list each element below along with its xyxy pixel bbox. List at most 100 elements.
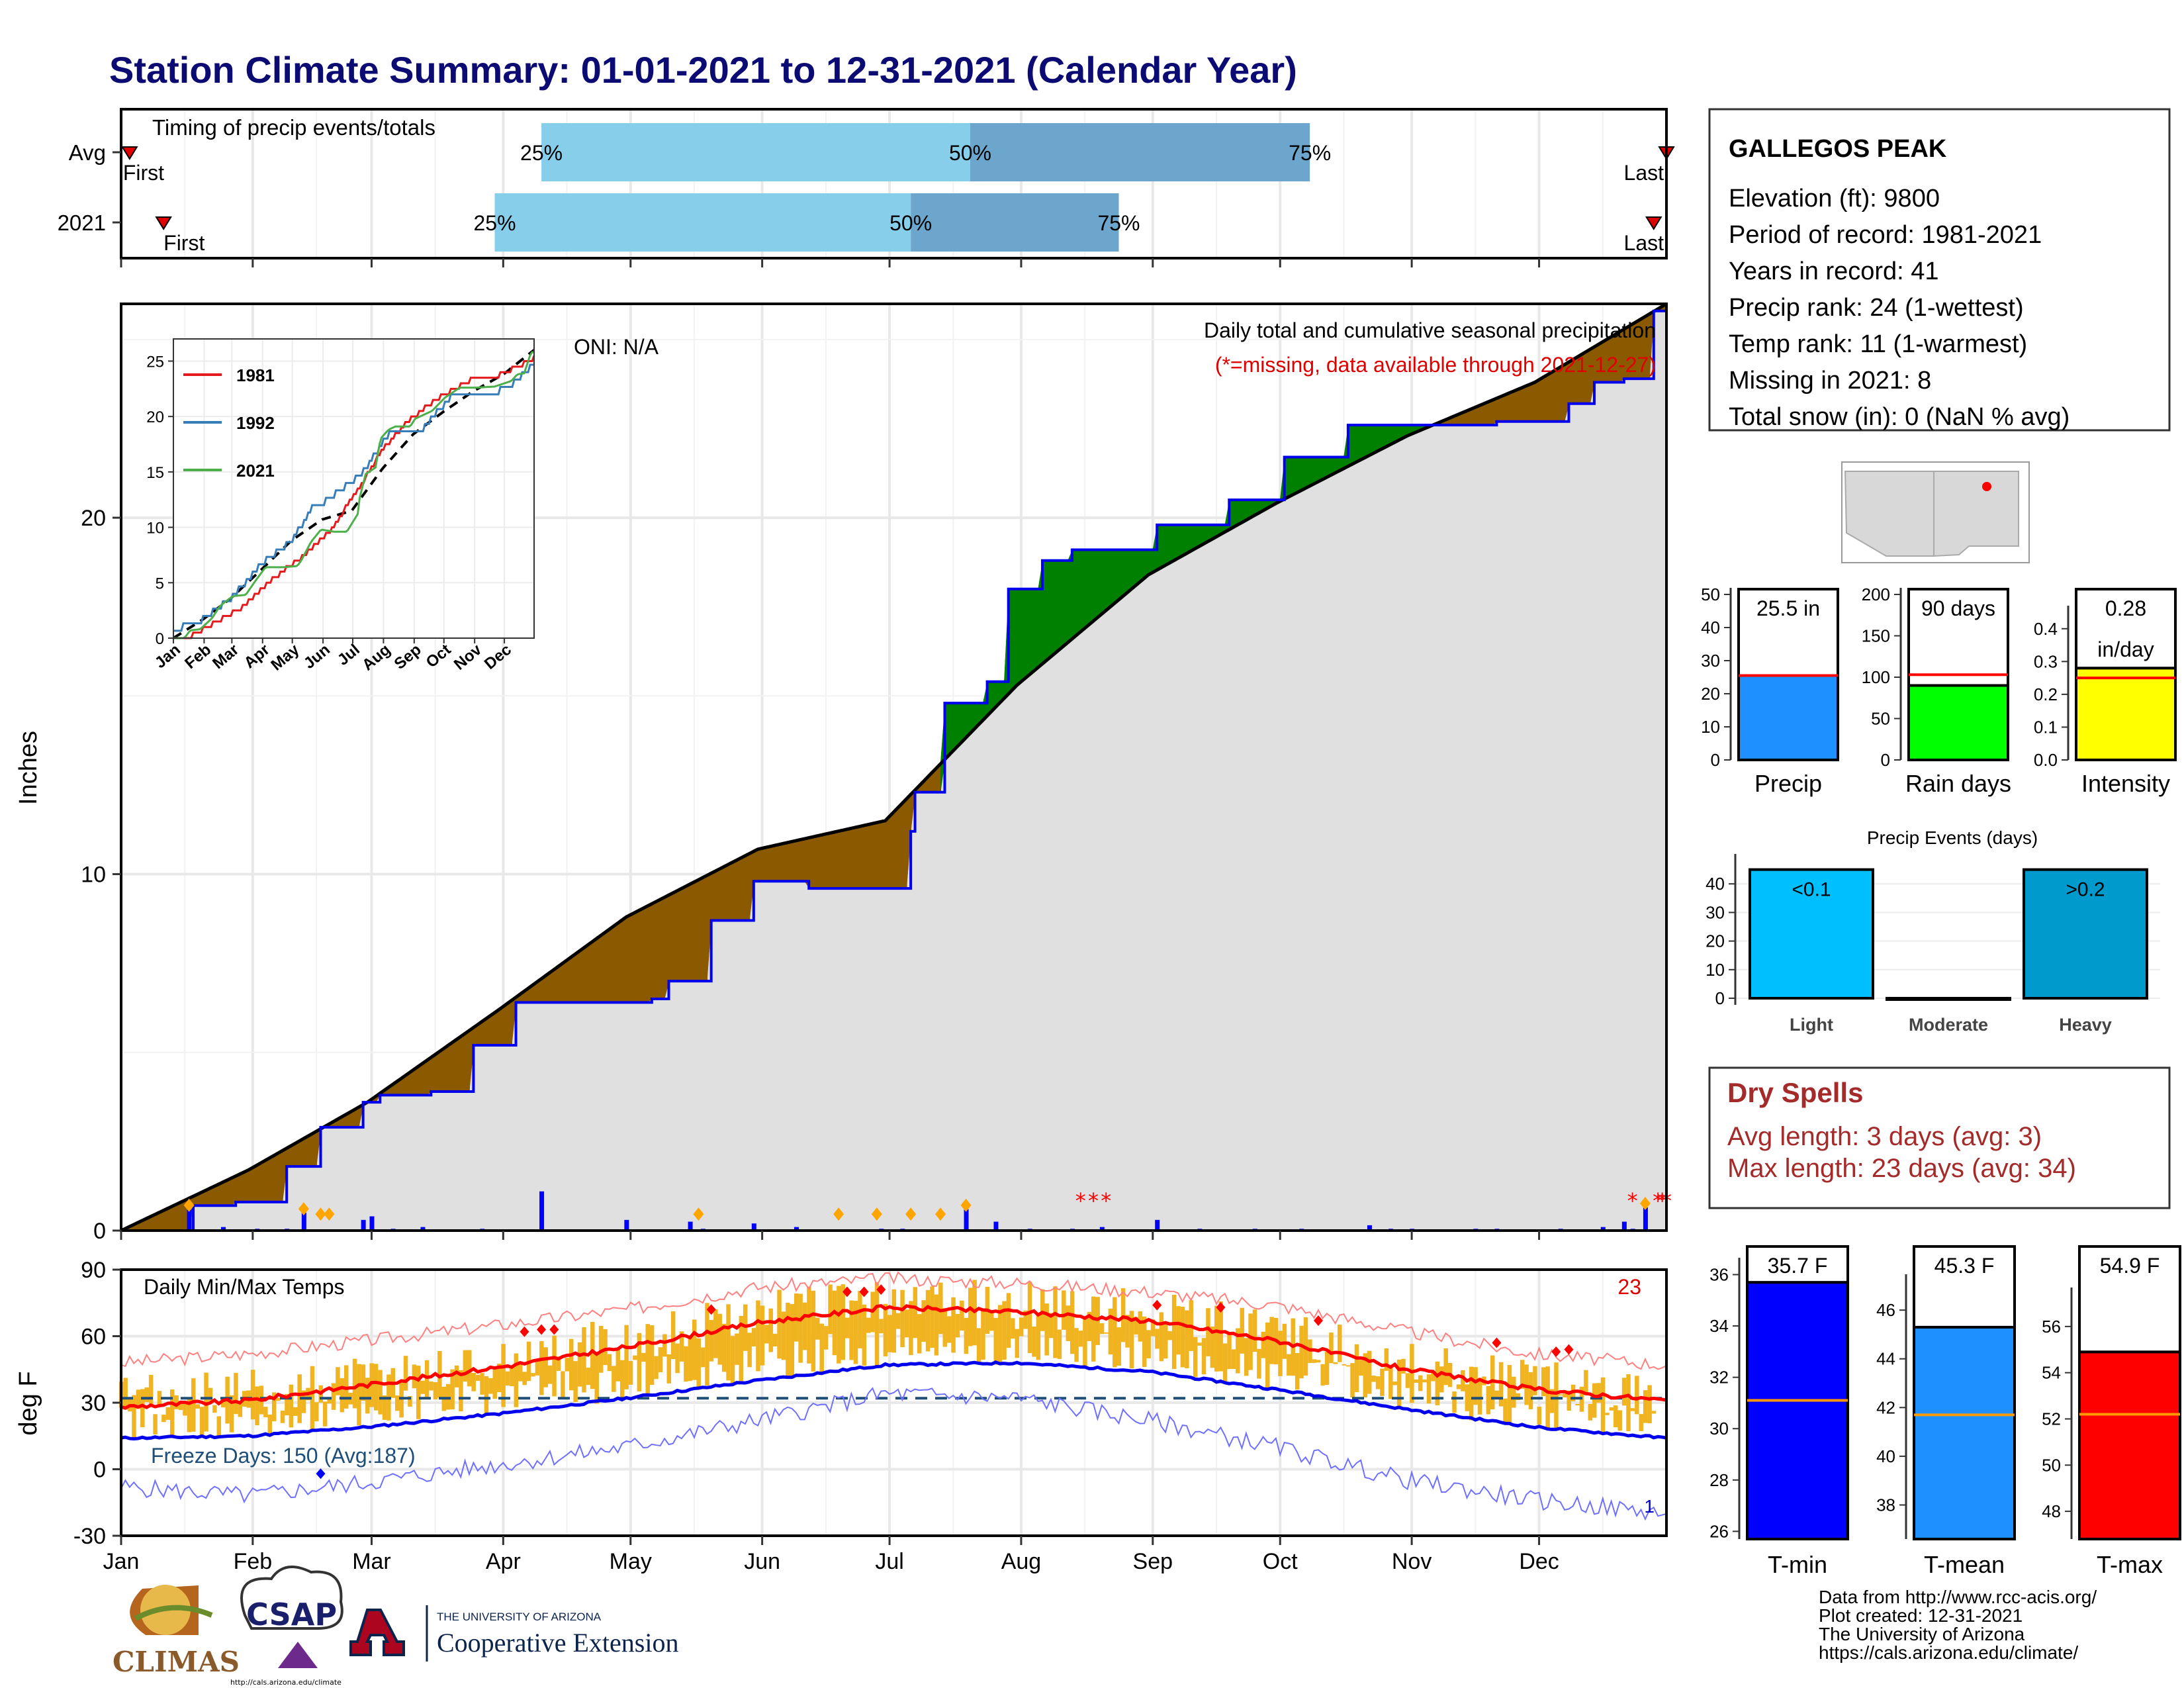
station-info-line: Years in record: 41 xyxy=(1729,258,1939,285)
daily-precip-bar xyxy=(420,1227,426,1231)
dry-spells-max: Max length: 23 days (avg: 34) xyxy=(1727,1154,2076,1183)
timing-q25-label: 25% xyxy=(473,211,516,235)
summary-y-tick: 36 xyxy=(1709,1265,1729,1285)
summary-y-tick: 0.3 xyxy=(2034,651,2058,671)
summary-y-tick: 30 xyxy=(1701,651,1720,671)
inset-x-tick: May xyxy=(267,640,303,674)
month-tick-apr: Apr xyxy=(486,1549,521,1574)
inset-legend-1981: 1981 xyxy=(236,365,275,385)
missing-day-marker: * xyxy=(1657,1188,1668,1213)
csap-logo-text: CSAP xyxy=(246,1597,337,1632)
summary-y-tick: 56 xyxy=(2042,1317,2061,1336)
summary-y-tick: 0 xyxy=(1881,750,1890,770)
summary-bar-category: T-mean xyxy=(1924,1551,2005,1578)
record-high-marker xyxy=(537,1324,547,1335)
daily-precip-bar xyxy=(220,1227,226,1231)
avg-max-line xyxy=(120,1304,1667,1410)
station-info-line: Total snow (in): 0 (NaN % avg) xyxy=(1729,403,2070,431)
record-low-count: 1 xyxy=(1644,1496,1655,1517)
large-event-marker xyxy=(324,1207,335,1221)
timing-q50-label: 50% xyxy=(889,211,932,235)
large-event-marker xyxy=(693,1207,704,1221)
timing-bar-light-avg xyxy=(541,123,970,181)
month-tick-may: May xyxy=(610,1549,652,1574)
inset-series-1981 xyxy=(173,355,535,639)
daily-precip-bar xyxy=(1099,1227,1105,1231)
summary-y-tick: 100 xyxy=(1862,667,1890,687)
precip-2021-line xyxy=(121,309,1666,1232)
timing-last-marker xyxy=(1645,216,1662,230)
daily-precip-bar xyxy=(688,1221,693,1231)
precip-base-area xyxy=(121,310,1666,1231)
timing-first-label: First xyxy=(123,161,164,185)
inset-series-1992 xyxy=(173,363,534,632)
events-bar-light xyxy=(1749,868,1874,1000)
timing-bar-dark-2021 xyxy=(911,193,1119,252)
timing-row-avg-label: Avg xyxy=(69,140,106,165)
precip-avg-line xyxy=(120,302,1668,1233)
station-info-line: Temp rank: 11 (1-warmest) xyxy=(1729,330,2027,358)
record-max-line xyxy=(120,1271,1667,1370)
inset-x-tick: Oct xyxy=(423,641,455,671)
inset-x-tick: Apr xyxy=(241,641,273,672)
station-location-marker xyxy=(1982,482,1991,491)
month-tick-feb: Feb xyxy=(234,1549,273,1574)
month-tick-aug: Aug xyxy=(1001,1549,1042,1574)
record-high-marker xyxy=(1216,1301,1226,1313)
daily-precip-bar xyxy=(187,1209,192,1231)
timing-q25-label: 25% xyxy=(520,141,563,165)
footer-line-3: The University of Arizona xyxy=(1819,1624,2025,1644)
station-info-line: Period of record: 1981-2021 xyxy=(1729,221,2042,249)
month-tick-jul: Jul xyxy=(875,1549,903,1574)
precip-summary-bars: 0 10 20 30 40 50 25.5 in Precip 0 50 100 150 200 90 d… xyxy=(1701,585,2177,797)
timing-title: Timing of precip events/totals xyxy=(152,115,435,140)
summary-y-tick: 150 xyxy=(1862,626,1890,646)
inset-background xyxy=(173,339,534,638)
summary-y-tick: 46 xyxy=(1876,1300,1895,1320)
precip-y-axis-label: Inches xyxy=(15,731,42,805)
events-category: Moderate xyxy=(1909,1015,1988,1035)
timing-q50-label: 50% xyxy=(949,141,991,165)
large-event-marker xyxy=(871,1207,882,1221)
timing-last-label: Last xyxy=(1624,161,1664,185)
large-event-marker xyxy=(905,1207,917,1221)
csap-logo-url: http://cals.arizona.edu/climate xyxy=(230,1678,341,1687)
events-category: Light xyxy=(1790,1015,1833,1035)
record-high-marker xyxy=(1551,1346,1561,1357)
csap-logo: CSAP http://cals.arizona.edu/climate xyxy=(230,1566,343,1687)
temp-y-tick: 90 xyxy=(81,1258,106,1283)
month-tick-jun: Jun xyxy=(744,1549,780,1574)
inset-legend-2021: 2021 xyxy=(236,461,275,481)
events-y-tick: 10 xyxy=(1706,960,1725,980)
timing-panel: 25% 50% 75% First Last 25% 50% 75% First Last Tim… xyxy=(58,108,1675,267)
temp-y-axis-label: deg F xyxy=(15,1371,42,1435)
summary-y-tick: 48 xyxy=(2042,1501,2061,1521)
inset-x-tick: Sep xyxy=(391,641,425,673)
intensity-unit: in/day xyxy=(2097,637,2154,661)
summary-bar-value: 90 days xyxy=(1921,596,1995,620)
climas-logo: CLIMAS xyxy=(113,1585,240,1678)
summary-bar-t-max xyxy=(2078,1350,2181,1540)
events-bar-moderate xyxy=(1886,997,2011,1001)
record-high-marker xyxy=(859,1286,869,1297)
freeze-days-label: Freeze Days: 150 (Avg:187) xyxy=(151,1444,416,1468)
station-info-box: GALLEGOS PEAK Elevation (ft): 9800 Period… xyxy=(1708,108,2171,432)
daily-precip-bar xyxy=(369,1216,375,1231)
precip-events-chart: Precip Events (days) 0 10 20 30 40 <0.1 Light M… xyxy=(1706,827,2160,1035)
oni-label: ONI: N/A xyxy=(574,335,659,359)
month-tick-oct: Oct xyxy=(1263,1549,1298,1574)
inset-legend: 1981 1992 2021 xyxy=(183,365,275,481)
events-bar-label: <0.1 xyxy=(1792,879,1831,901)
summary-y-tick: 34 xyxy=(1709,1316,1729,1336)
daily-precip-bar xyxy=(1367,1225,1372,1231)
summary-y-tick: 42 xyxy=(1876,1397,1895,1417)
station-info-line: Precip rank: 24 (1-wettest) xyxy=(1729,294,2024,322)
events-category: Heavy xyxy=(2059,1015,2112,1035)
summary-bar-value: 25.5 in xyxy=(1756,596,1820,620)
record-high-marker xyxy=(549,1324,559,1335)
record-high-marker xyxy=(520,1326,529,1337)
daily-precip-bar xyxy=(993,1221,999,1231)
summary-bar-precip xyxy=(1737,674,1839,761)
large-event-marker xyxy=(183,1198,195,1212)
